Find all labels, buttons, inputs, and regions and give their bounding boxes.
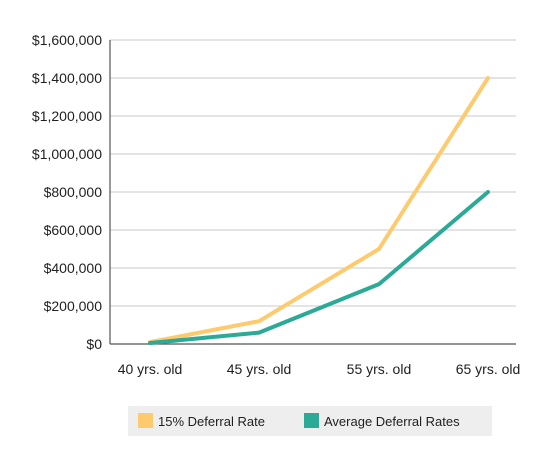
y-tick-label: $1,000,000 — [32, 146, 102, 162]
axes — [109, 40, 516, 345]
legend-swatch — [138, 413, 153, 428]
y-tick-label: $0 — [86, 336, 102, 352]
series-line-2 — [148, 190, 490, 346]
legend-label: Average Deferral Rates — [324, 414, 460, 429]
y-tick-label: $1,600,000 — [32, 32, 102, 48]
grid-lines — [110, 39, 516, 307]
y-tick-label: $1,200,000 — [32, 108, 102, 124]
y-tick-label: $1,400,000 — [32, 70, 102, 86]
x-tick-label: 40 yrs. old — [118, 361, 183, 377]
legend-swatch — [304, 413, 319, 428]
series-line-1 — [148, 76, 490, 345]
x-tick-label: 55 yrs. old — [347, 361, 412, 377]
x-tick-labels: 40 yrs. old 45 yrs. old 55 yrs. old 65 yrs.… — [118, 361, 521, 377]
x-tick-label: 65 yrs. old — [456, 361, 521, 377]
y-tick-label: $400,000 — [44, 260, 103, 276]
y-tick-label: $800,000 — [44, 184, 103, 200]
series-lines — [148, 76, 490, 346]
legend: 15% Deferral Rate Average Deferral Rates — [128, 406, 492, 436]
legend-label: 15% Deferral Rate — [158, 414, 265, 429]
y-tick-labels: $0 $200,000 $400,000 $600,000 $800,000 $1,000… — [32, 32, 102, 352]
y-tick-label: $200,000 — [44, 298, 103, 314]
x-tick-label: 45 yrs. old — [227, 361, 292, 377]
y-tick-label: $600,000 — [44, 222, 103, 238]
